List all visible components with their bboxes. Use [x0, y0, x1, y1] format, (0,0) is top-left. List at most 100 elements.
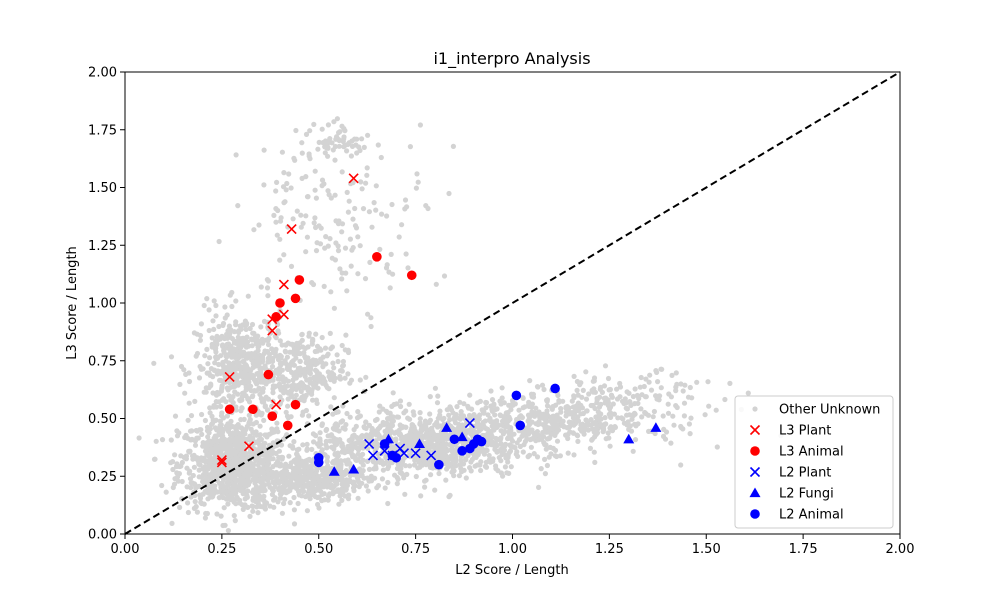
background-point: [312, 367, 319, 373]
background-point: [544, 408, 550, 414]
background-point: [493, 463, 499, 469]
background-point: [331, 119, 337, 125]
background-point: [591, 449, 597, 455]
l2-plant-point: [410, 448, 421, 459]
background-point: [537, 414, 543, 420]
background-point: [366, 422, 372, 428]
l2-plant-point: [398, 448, 410, 459]
background-point: [231, 513, 237, 519]
background-point: [276, 487, 282, 493]
background-point: [214, 333, 220, 339]
background-point: [310, 281, 317, 288]
y-tick-label: 0.25: [88, 470, 117, 485]
background-point: [519, 433, 525, 439]
background-point: [289, 473, 295, 480]
background-point: [221, 346, 227, 352]
background-point: [345, 371, 351, 377]
background-point: [246, 343, 252, 349]
background-point: [329, 344, 335, 350]
background-point: [503, 455, 509, 461]
background-point: [239, 335, 246, 341]
background-point: [178, 453, 184, 459]
background-point: [227, 474, 233, 480]
background-point: [278, 353, 284, 360]
background-point: [602, 363, 609, 369]
background-point: [361, 144, 367, 150]
background-point: [401, 410, 407, 416]
background-point: [210, 318, 216, 324]
background-point: [544, 403, 551, 409]
background-point: [298, 388, 304, 394]
background-point: [323, 438, 329, 444]
background-point: [453, 463, 459, 469]
background-point: [272, 495, 278, 501]
background-point: [300, 442, 306, 448]
l2-fungi-point: [456, 431, 468, 442]
background-point: [558, 409, 564, 415]
background-point: [673, 370, 679, 376]
background-point: [343, 468, 349, 474]
background-point: [311, 121, 317, 127]
background-point: [259, 365, 265, 372]
background-point: [344, 288, 350, 294]
background-point: [314, 348, 320, 354]
background-point: [332, 451, 338, 457]
background-point: [223, 358, 229, 364]
background-point: [331, 305, 337, 311]
background-point: [481, 410, 487, 416]
background-point: [281, 500, 287, 507]
background-point: [281, 474, 287, 481]
background-point: [422, 484, 428, 490]
background-point: [320, 364, 326, 370]
background-point: [650, 414, 656, 420]
background-point: [344, 410, 350, 417]
background-point: [332, 192, 338, 198]
background-point: [262, 404, 268, 410]
background-point: [337, 266, 343, 272]
background-point: [446, 494, 452, 500]
background-point: [377, 246, 383, 252]
background-point: [264, 462, 270, 468]
background-point: [250, 503, 256, 510]
background-point: [308, 363, 314, 369]
background-point: [643, 394, 649, 400]
background-point: [554, 438, 561, 444]
background-point: [301, 483, 307, 489]
background-point: [492, 446, 498, 452]
background-point: [278, 442, 285, 448]
background-point: [430, 442, 436, 448]
background-point: [638, 406, 644, 412]
l2-animal-point: [313, 457, 324, 468]
l3-animal-point: [267, 411, 278, 421]
background-point: [403, 251, 409, 257]
background-point: [218, 353, 224, 359]
background-point: [191, 505, 197, 511]
background-point: [323, 482, 329, 488]
background-point: [271, 212, 277, 218]
background-point: [192, 442, 199, 448]
background-point: [340, 403, 346, 409]
background-point: [355, 451, 361, 457]
background-point: [241, 349, 247, 355]
background-point: [207, 372, 213, 378]
background-point: [529, 436, 535, 442]
background-point: [417, 416, 423, 422]
background-point: [550, 425, 556, 431]
background-point: [340, 358, 346, 365]
background-point: [355, 409, 361, 415]
background-point: [571, 452, 577, 458]
background-point: [394, 414, 400, 420]
background-point: [339, 229, 345, 235]
background-point: [179, 478, 185, 485]
background-point: [310, 338, 316, 344]
background-point: [567, 409, 573, 415]
background-point: [321, 181, 327, 187]
background-point: [678, 425, 684, 431]
background-point: [255, 509, 261, 516]
background-point: [355, 271, 361, 277]
background-point: [261, 182, 267, 188]
background-point: [360, 457, 366, 463]
background-point: [287, 500, 293, 506]
l3-plant-point: [267, 325, 278, 336]
